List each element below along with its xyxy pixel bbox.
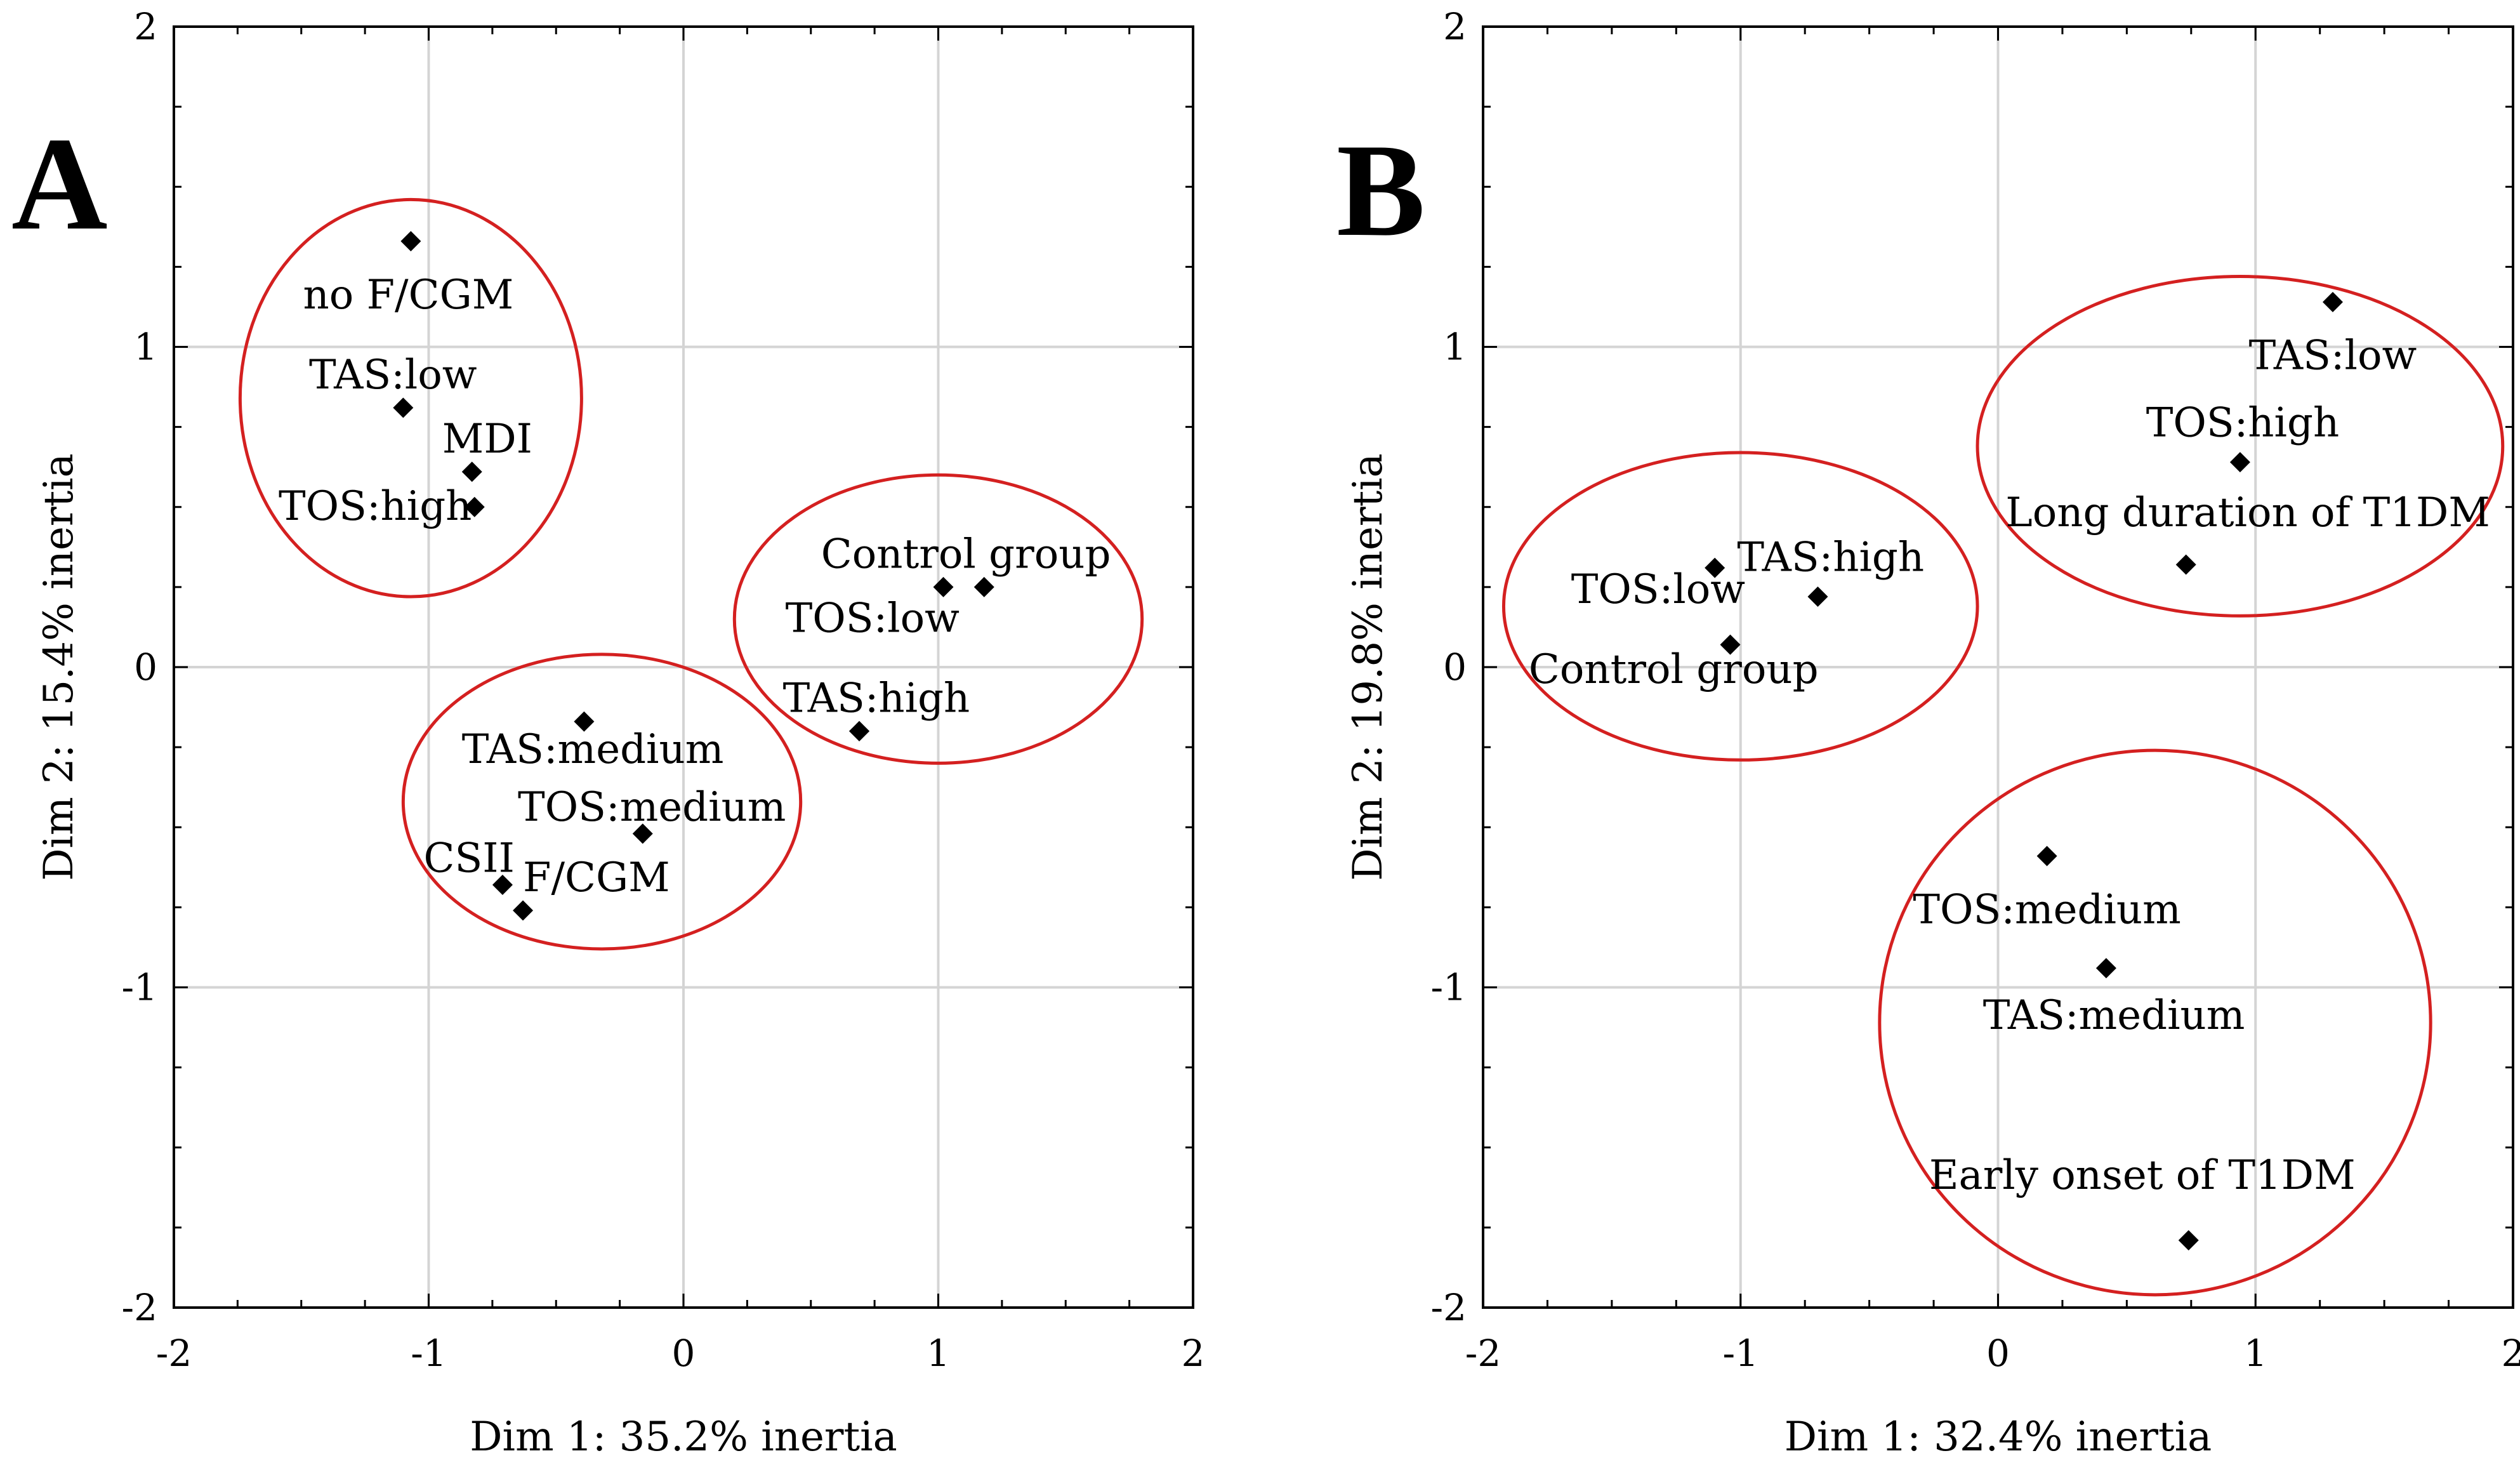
chart-1-point-label-5: Control group <box>1529 646 1819 693</box>
chart-0-point-marker-3 <box>464 496 485 517</box>
chart-0-point-marker-5 <box>973 576 994 597</box>
chart-1-point-marker-6 <box>2036 845 2057 866</box>
chart-0-point-marker-10 <box>492 875 513 896</box>
chart-0-point-label-3: TOS:high <box>279 483 472 530</box>
chart-1-cluster-ellipse-1 <box>1501 451 1979 762</box>
chart-panel-a: -2 -1 0 1 2 -2 -1 0 1 2 Dim 1: 35.2% inertia Dim 2:… <box>11 5 1204 1461</box>
chart-1-point-marker-1 <box>2229 452 2250 473</box>
chart-1-cluster-ellipse-2 <box>1878 748 2432 1297</box>
chart-0-point-label-2: MDI <box>442 416 532 463</box>
chart-0-point-label-11: F/CGM <box>523 854 670 901</box>
chart-1-y-tick-label: -1 <box>1431 966 1467 1009</box>
chart-0-y-tick-label: -2 <box>122 1286 158 1329</box>
chart-1-x-tick-label: 0 <box>1986 1332 2010 1375</box>
chart-0-point-marker-4 <box>933 576 954 597</box>
chart-1-panel-label: B <box>1336 117 1425 264</box>
chart-0-cluster-ellipse-2 <box>401 653 803 951</box>
chart-0-point-marker-8 <box>574 711 595 732</box>
chart-0-point-label-8: TAS:medium <box>462 726 724 773</box>
chart-0-cluster-ellipse-0 <box>238 197 583 599</box>
chart-0-point-label-0: no F/CGM <box>303 272 514 319</box>
chart-0-point-label-9: TOS:medium <box>518 784 786 831</box>
chart-1-plot-frame <box>1482 25 2514 1309</box>
chart-1-point-marker-8 <box>2178 1230 2199 1251</box>
chart-1-point-label-2: Long duration of T1DM <box>2005 489 2490 536</box>
chart-1-y-tick-label: 0 <box>1443 646 1467 689</box>
chart-1-point-marker-4 <box>1807 587 1828 607</box>
chart-0-plot-frame <box>173 25 1194 1309</box>
chart-1-x-tick-label: 1 <box>2244 1332 2267 1375</box>
chart-1-point-label-6: TOS:medium <box>1913 886 2180 933</box>
chart-1-point-label-1: TOS:high <box>2146 400 2339 447</box>
chart-0-cluster-ellipse-1 <box>732 473 1144 765</box>
chart-0-panel-label: A <box>11 110 108 258</box>
chart-1-y-tick-label: 1 <box>1443 326 1467 369</box>
chart-0-y-tick-label: 0 <box>134 646 157 689</box>
chart-0-x-tick-label: -1 <box>411 1332 447 1375</box>
chart-0-point-label-1: TAS:low <box>309 352 477 399</box>
chart-1-cluster-ellipse-0 <box>1976 275 2505 618</box>
chart-0-y-tick-label: -1 <box>122 966 158 1009</box>
chart-1-y-axis-title: Dim 2: 19.8% inertia <box>1345 453 1392 881</box>
chart-1-point-marker-2 <box>2175 554 2196 575</box>
chart-1-x-tick-label: 2 <box>2502 1332 2520 1375</box>
chart-1-x-axis-title: Dim 1: 32.4% inertia <box>1784 1414 2212 1461</box>
chart-1-point-label-3: TOS:low <box>1571 566 1745 613</box>
chart-1-point-marker-7 <box>2095 958 2116 979</box>
chart-0-point-marker-9 <box>632 823 653 844</box>
chart-0-y-axis-title: Dim 2: 15.4% inertia <box>36 453 82 881</box>
chart-1-point-label-8: Early onset of T1DM <box>1929 1152 2356 1199</box>
chart-0-point-marker-1 <box>393 397 414 418</box>
chart-0-y-tick-label: 1 <box>134 326 157 369</box>
chart-0-point-marker-11 <box>513 900 534 921</box>
chart-1-point-marker-5 <box>1720 634 1741 655</box>
chart-1-point-label-0: TAS:low <box>2249 333 2417 380</box>
chart-1-y-tick-label: 2 <box>1443 5 1467 48</box>
chart-1-point-label-7: TAS:medium <box>1983 992 2245 1039</box>
chart-0-point-label-10: CSII <box>423 835 514 882</box>
chart-1-point-marker-3 <box>1705 557 1725 578</box>
chart-0-x-axis-title: Dim 1: 35.2% inertia <box>470 1414 897 1461</box>
chart-0-x-tick-label: 1 <box>927 1332 950 1375</box>
chart-panel-b: -2 -1 0 1 2 -2 -1 0 1 2 Dim 1: 32.4% inertia Dim 2:… <box>1336 5 2520 1461</box>
chart-1-point-label-4: TAS:high <box>1737 534 1924 581</box>
chart-0-point-marker-7 <box>849 720 870 741</box>
chart-0-point-label-6: TOS:low <box>786 595 960 642</box>
chart-1-x-tick-label: -2 <box>1465 1332 1501 1375</box>
chart-1-x-tick-label: -1 <box>1723 1332 1759 1375</box>
chart-0-point-label-7: TAS:high <box>783 675 970 722</box>
chart-0-point-marker-2 <box>461 461 482 482</box>
chart-0-y-tick-label: 2 <box>134 5 157 48</box>
chart-1-point-marker-0 <box>2322 291 2343 312</box>
chart-0-x-tick-label: 2 <box>1182 1332 1205 1375</box>
chart-0-point-marker-0 <box>400 231 421 252</box>
chart-1-y-tick-label: -2 <box>1431 1286 1467 1329</box>
chart-0-point-label-4: Control group <box>821 531 1111 578</box>
chart-0-x-tick-label: -2 <box>156 1332 192 1375</box>
chart-0-x-tick-label: 0 <box>672 1332 696 1375</box>
